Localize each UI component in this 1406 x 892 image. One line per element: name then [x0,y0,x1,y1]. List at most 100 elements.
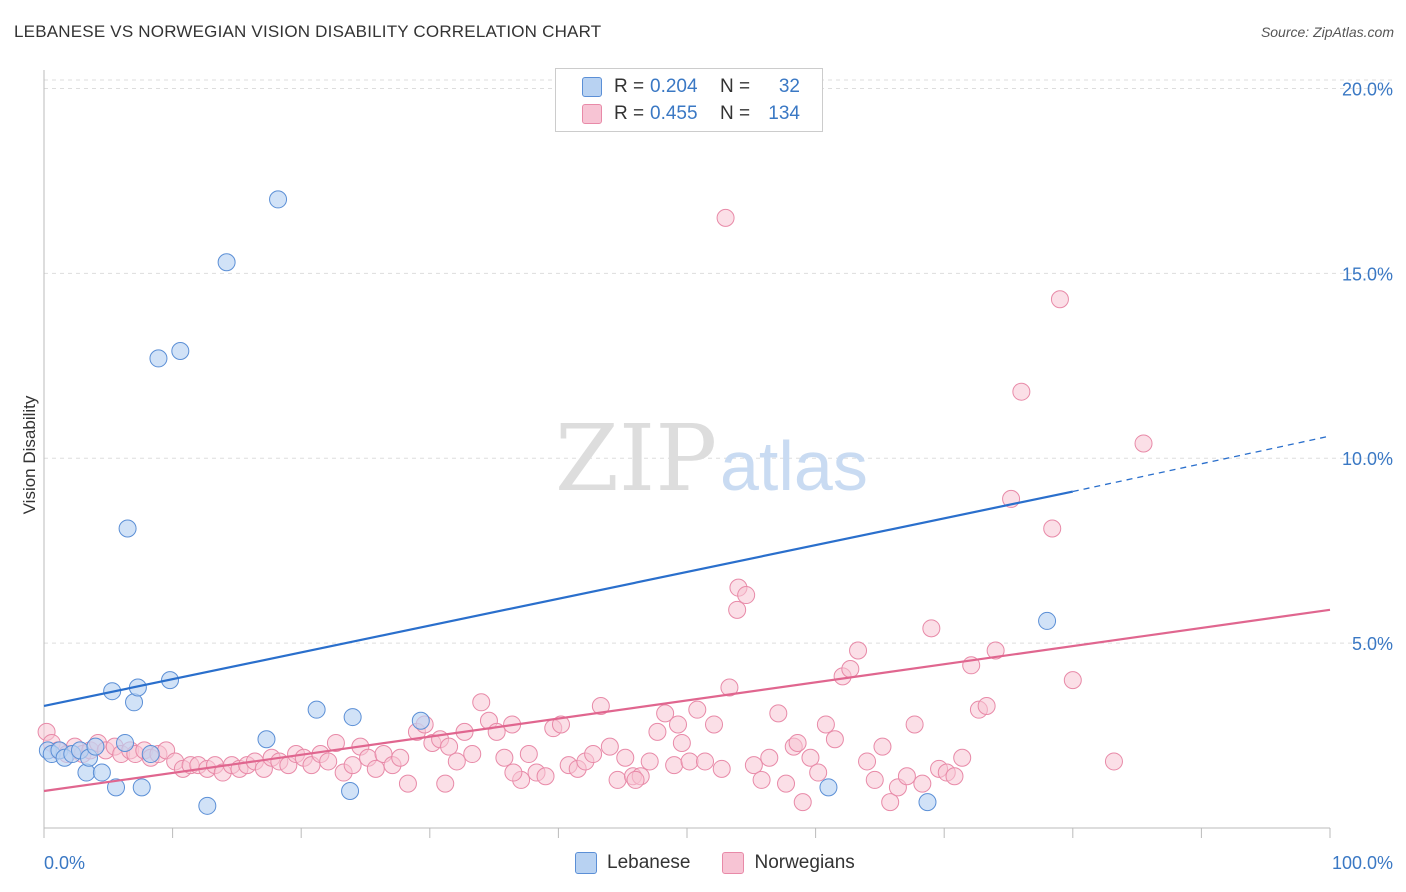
norwegians-point [1050,290,1069,309]
series-label-lebanese: Lebanese [607,852,691,873]
y-tick-label: 5.0% [1352,634,1393,654]
norwegians-point [809,763,828,782]
norwegians-point [584,745,603,764]
norwegians-point [752,770,771,789]
norwegians-point [668,715,687,734]
lebanese-point [217,253,236,272]
legend-r-label: R = [614,76,645,97]
source-label: Source: ZipAtlas.com [1260,24,1394,40]
legend-n-label: N = [720,103,751,124]
norwegians-point [680,752,699,771]
y-tick-label: 10.0% [1342,449,1393,469]
lebanese-point [171,342,190,361]
norwegians-trend-line [43,608,1331,793]
y-tick-label: 20.0% [1342,79,1393,99]
norwegians-point [1104,752,1123,771]
norwegians-point [760,748,779,767]
norwegians-point [626,770,645,789]
norwegians-point [849,641,868,660]
x-tick-label: 0.0% [44,853,85,873]
lebanese-point [819,778,838,797]
norwegians-point [665,756,684,775]
norwegians-point [728,600,747,619]
series-legend-norwegians[interactable]: Norwegians [722,852,855,874]
norwegians-point [905,715,924,734]
norwegians-point [858,752,877,771]
norwegians-point [841,660,860,679]
norwegians-point [551,715,570,734]
lebanese-point [257,730,276,749]
norwegians-point [440,737,459,756]
legend-n-value: 32 [778,76,800,97]
norwegians-point [343,756,362,775]
norwegians-point [1012,382,1031,401]
norwegians-point [716,208,735,227]
lebanese-point [77,763,96,782]
legend-n-value: 134 [768,103,800,124]
norwegians-point [640,752,659,771]
norwegians-point [391,748,410,767]
norwegians-point [1134,434,1153,453]
watermark-zip: ZIP [555,405,717,512]
legend-n-label: N = [720,76,751,97]
norwegians-point [536,767,555,786]
legend-swatch-blue [582,77,602,97]
lebanese-point [141,745,160,764]
legend: R = 0.204 N = 32 R = 0.455 N = 134 [555,68,823,132]
norwegians-point [881,793,900,812]
norwegians-point [319,752,338,771]
norwegians-point [326,733,345,752]
norwegians-point [656,704,675,723]
norwegians-point [897,767,916,786]
norwegians-point [816,715,835,734]
norwegians-point [436,774,455,793]
legend-r-label: R = [614,103,645,124]
norwegians-point [600,737,619,756]
norwegians-point [913,774,932,793]
legend-row-norwegians: R = 0.455 N = 134 [582,101,800,127]
axes [43,70,1331,838]
norwegians-point [788,733,807,752]
series-label-norwegians: Norwegians [754,852,855,873]
norwegians-point [608,770,627,789]
legend-swatch-pink [582,104,602,124]
norwegians-point [688,700,707,719]
lebanese-point [269,190,288,209]
lebanese-point [307,700,326,719]
lebanese-point [918,793,937,812]
lebanese-point [86,737,105,756]
y-axis-label: Vision Disability [20,395,39,514]
x-tick-label: 100.0% [1332,853,1393,873]
lebanese-point [107,778,126,797]
norwegians-point [777,774,796,793]
norwegians-point [977,696,996,715]
norwegians-point [366,759,385,778]
lebanese-point [149,349,168,368]
norwegians-point [705,715,724,734]
norwegians-point [648,722,667,741]
norwegians-point [1063,671,1082,690]
norwegians-point [463,745,482,764]
norwegians-point [1043,519,1062,538]
series-legend: Lebanese Norwegians [575,852,887,874]
trend-lines [43,435,1331,793]
lebanese-point [198,796,217,815]
norwegians-point [519,745,538,764]
norwegians-point [865,770,884,789]
legend-r-value: 0.204 [650,76,698,97]
chart-title: LEBANESE VS NORWEGIAN VISION DISABILITY … [14,22,602,41]
norwegians-point [953,748,972,767]
norwegians-point [825,730,844,749]
lebanese-point [343,708,362,727]
lebanese-point [92,763,111,782]
lebanese-point [1038,611,1057,630]
y-tick-label: 15.0% [1342,264,1393,284]
lebanese-point [132,778,151,797]
lebanese-point [116,733,135,752]
series-legend-lebanese[interactable]: Lebanese [575,852,690,874]
lebanese-point [118,519,137,538]
legend-row-lebanese: R = 0.204 N = 32 [582,74,800,100]
lebanese-trend-extension [1072,435,1331,493]
norwegians-point [737,586,756,605]
